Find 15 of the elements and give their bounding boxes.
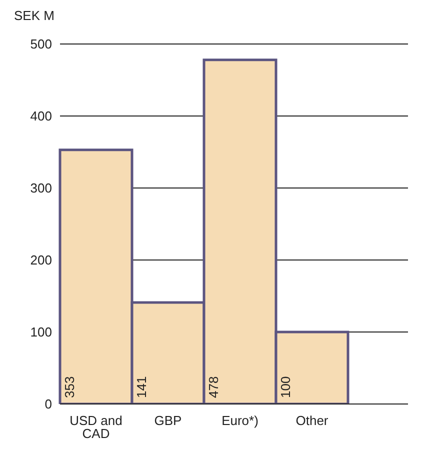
x-tick-label: Euro*) — [222, 413, 258, 428]
y-tick-label: 200 — [30, 252, 52, 268]
data-label: 100 — [278, 376, 293, 398]
data-label: 478 — [206, 376, 221, 398]
y-tick-label: 0 — [44, 396, 52, 412]
y-tick-label: 500 — [30, 36, 52, 52]
y-tick-label: 300 — [30, 180, 52, 196]
y-axis-title: SEK M — [14, 8, 54, 23]
y-tick-label: 100 — [30, 324, 52, 340]
data-label: 141 — [134, 376, 149, 398]
data-label: 353 — [62, 376, 77, 398]
y-tick-label: 400 — [30, 108, 52, 124]
x-tick-label: USD and CAD — [70, 413, 122, 442]
x-tick-label: Other — [296, 413, 329, 428]
x-tick-label: GBP — [154, 413, 182, 428]
